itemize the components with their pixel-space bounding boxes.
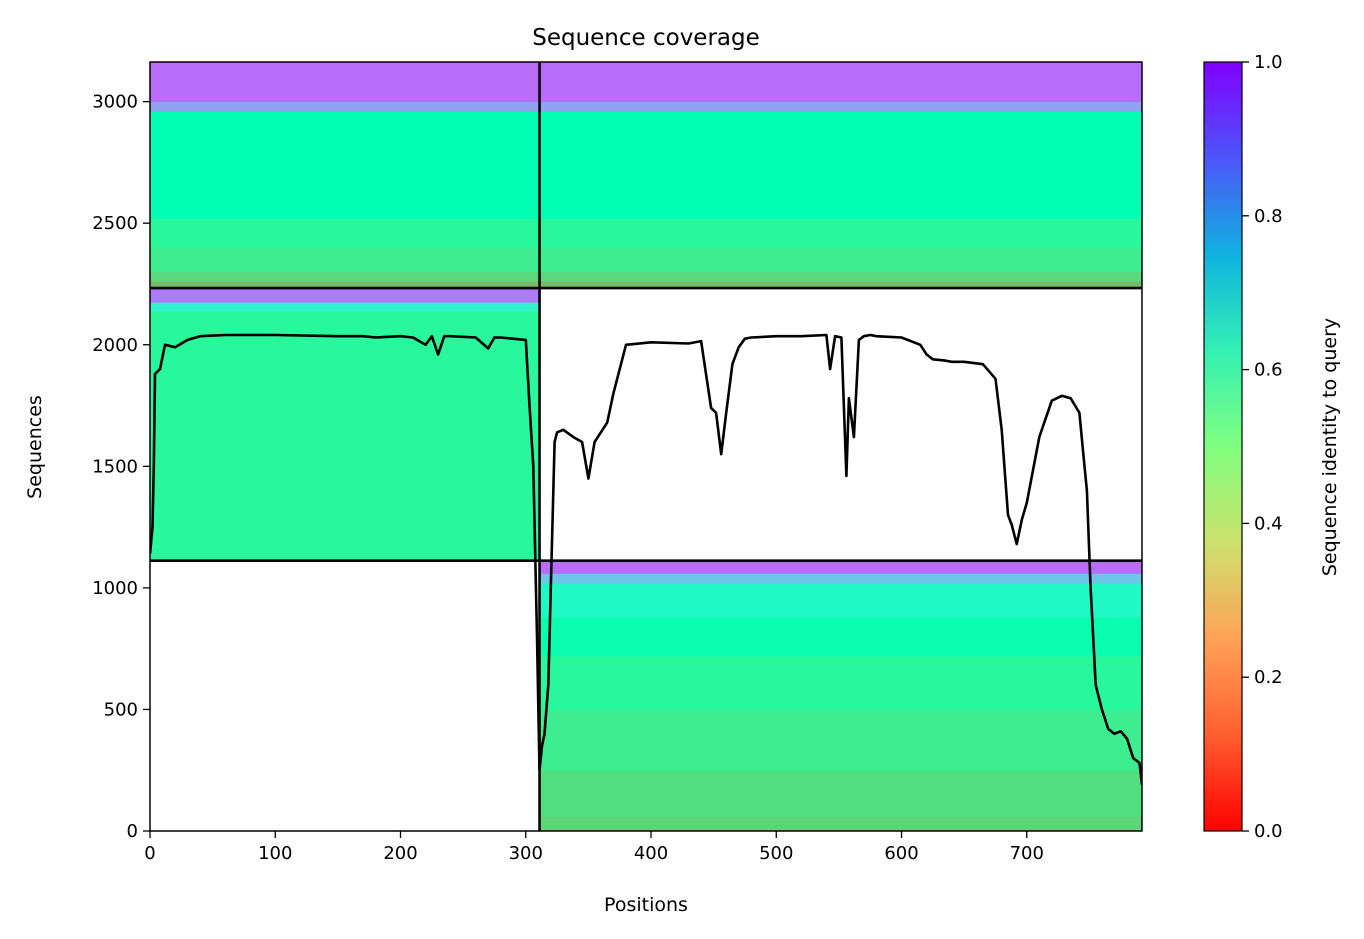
- coverage-line: [150, 333, 1142, 785]
- y-tick-label: 2000: [92, 335, 138, 356]
- identity-band: [539, 583, 1142, 618]
- identity-band: [150, 111, 540, 219]
- identity-band: [539, 770, 1142, 817]
- colorbar-gradient: [1203, 61, 1243, 832]
- identity-band: [150, 62, 540, 103]
- x-axis-label: Positions: [604, 894, 688, 916]
- plot-frame: [149, 61, 1143, 832]
- y-tick-label: 1000: [92, 578, 138, 599]
- heatmap-block: [150, 62, 540, 289]
- colorbar-axis: 0.0 0.2 0.4 0.6 0.8 1.0: [1242, 52, 1283, 842]
- y-tick-label: 500: [104, 699, 138, 720]
- identity-band: [539, 816, 1142, 831]
- identity-band: [150, 281, 540, 289]
- y-tick-label: 0: [127, 821, 138, 842]
- colorbar-tick-label: 0.0: [1254, 821, 1283, 842]
- colorbar-tick-label: 1.0: [1254, 52, 1283, 73]
- x-tick-label: 600: [884, 843, 918, 864]
- y-tick-label: 1500: [92, 456, 138, 477]
- identity-band: [539, 247, 1142, 273]
- identity-band: [539, 111, 1142, 219]
- identity-band: [539, 281, 1142, 289]
- identity-band: [150, 288, 540, 303]
- identity-band: [539, 617, 1142, 657]
- identity-band: [539, 101, 1142, 112]
- heatmap-blocks: [150, 62, 1142, 831]
- colorbar-tick-label: 0.6: [1254, 360, 1283, 381]
- y-axis: 0 500 1000 1500 2000 2500 3000: [92, 92, 150, 842]
- identity-band: [150, 271, 540, 282]
- identity-band: [539, 573, 1142, 584]
- x-tick-label: 0: [144, 843, 155, 864]
- identity-band: [150, 101, 540, 112]
- heatmap-block: [150, 288, 540, 562]
- x-tick-label: 500: [759, 843, 793, 864]
- colorbar-label: Sequence identity to query: [1319, 318, 1341, 576]
- y-tick-label: 3000: [92, 92, 138, 113]
- x-tick-label: 200: [383, 843, 417, 864]
- identity-band: [539, 709, 1142, 771]
- identity-band: [539, 271, 1142, 282]
- colorbar-tick-label: 0.2: [1254, 667, 1283, 688]
- identity-band: [539, 62, 1142, 103]
- identity-band: [539, 655, 1142, 710]
- identity-band: [150, 218, 540, 249]
- identity-band: [150, 310, 540, 562]
- identity-band: [539, 218, 1142, 249]
- heatmap-block: [539, 62, 1142, 289]
- colorbar-tick-label: 0.4: [1254, 513, 1283, 534]
- x-tick-label: 400: [634, 843, 668, 864]
- x-tick-label: 100: [258, 843, 292, 864]
- heatmap-block: [539, 560, 1142, 831]
- x-axis: 0 100 200 300 400 500 600 700: [144, 831, 1044, 864]
- colorbar: 0.0 0.2 0.4 0.6 0.8 1.0 Sequence identity to …: [1203, 52, 1341, 842]
- identity-band: [150, 302, 540, 312]
- coverage-line-layer: [150, 333, 1142, 785]
- chart-title: Sequence coverage: [532, 25, 760, 51]
- identity-band: [539, 560, 1142, 574]
- x-tick-label: 300: [509, 843, 543, 864]
- colorbar-tick-label: 0.8: [1254, 206, 1283, 227]
- x-tick-label: 700: [1010, 843, 1044, 864]
- y-tick-label: 2500: [92, 213, 138, 234]
- identity-band: [150, 247, 540, 273]
- y-axis-label: Sequences: [24, 395, 46, 499]
